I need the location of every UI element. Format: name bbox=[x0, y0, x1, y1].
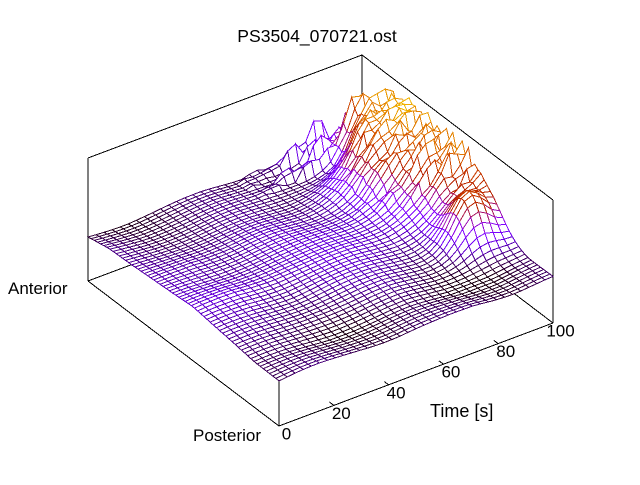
svg-text:PS3504_070721.ost: PS3504_070721.ost bbox=[237, 26, 397, 47]
svg-text:0: 0 bbox=[282, 425, 291, 444]
svg-text:100: 100 bbox=[546, 322, 574, 341]
svg-text:Anterior: Anterior bbox=[8, 279, 68, 298]
svg-text:80: 80 bbox=[496, 342, 515, 361]
svg-text:20: 20 bbox=[332, 404, 351, 423]
svg-text:Posterior: Posterior bbox=[193, 426, 261, 445]
svg-text:40: 40 bbox=[387, 383, 406, 402]
svg-text:60: 60 bbox=[441, 363, 460, 382]
svg-text:Time [s]: Time [s] bbox=[430, 401, 493, 421]
